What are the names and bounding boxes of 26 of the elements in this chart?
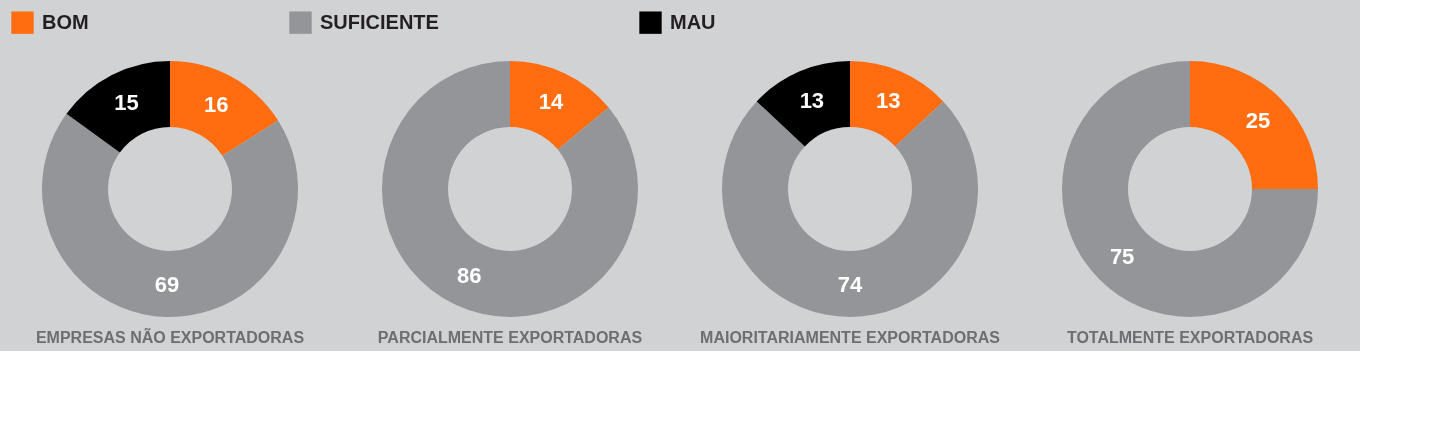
legend-label: MAU: [670, 10, 716, 33]
data-label: 13: [875, 87, 901, 113]
donut-slice: [756, 61, 850, 147]
data-label: 15: [114, 90, 139, 116]
donut-slice: [1190, 61, 1318, 189]
donut-slice: [170, 61, 279, 156]
data-label: 74: [837, 272, 863, 297]
donut-slice: [510, 61, 609, 150]
data-label: 75: [1109, 243, 1135, 269]
donut-slice: [66, 61, 170, 153]
legend-label: BOM: [42, 10, 89, 33]
donut-slice: [850, 61, 944, 147]
donut-slice: [382, 61, 638, 317]
legend-label: SUFICIENTE: [320, 10, 439, 33]
donut-slice: [42, 113, 298, 317]
text: PARCIALMENTE EXPORTADORAS: [377, 329, 643, 346]
data-label: 14: [538, 89, 564, 115]
text: MAIORITARIAMENTE EXPORTADORAS: [700, 329, 1001, 346]
text: EMPRESAS NÃO EXPORTADORAS: [35, 327, 305, 346]
data-label: 16: [204, 91, 229, 117]
data-label: 86: [456, 262, 482, 288]
data-label: 69: [154, 271, 180, 297]
data-label: 13: [799, 87, 825, 113]
donut-slice: [1062, 61, 1318, 317]
data-label: 25: [1245, 108, 1271, 134]
text: TOTALMENTE EXPORTADORAS: [1066, 329, 1314, 346]
